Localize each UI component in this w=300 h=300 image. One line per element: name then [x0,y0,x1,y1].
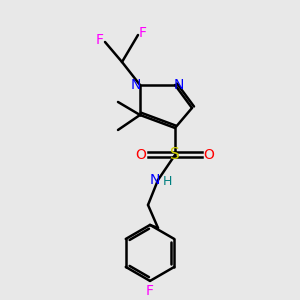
Text: N: N [131,78,141,92]
Text: N: N [174,78,184,92]
Text: S: S [170,148,180,163]
Text: F: F [139,26,147,40]
Text: F: F [96,33,104,47]
Text: N: N [150,173,160,187]
Text: O: O [136,148,146,162]
Text: H: H [162,176,172,188]
Text: F: F [146,284,154,298]
Text: O: O [203,148,214,162]
